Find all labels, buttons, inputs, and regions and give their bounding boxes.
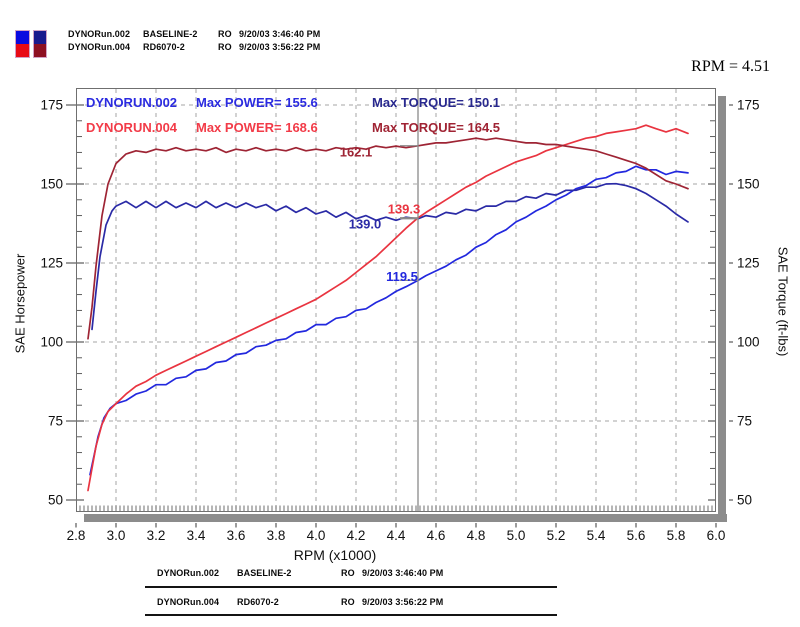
power-002-color	[16, 31, 29, 44]
x-tick-label: 5.6	[627, 528, 646, 543]
x-tick-label: 3.8	[267, 528, 286, 543]
cursor-value-power_002: 119.5	[386, 269, 418, 284]
x-tick-label: 4.2	[347, 528, 366, 543]
torque-002-color	[34, 31, 46, 44]
header-run1-ro: RO	[218, 29, 232, 39]
curve-power_002	[89, 165, 689, 476]
y-tick-label-right: 75	[737, 414, 752, 429]
cursor-value-power_004: 139.3	[388, 202, 421, 217]
header-run2-datetime: 9/20/03 3:56:22 PM	[239, 42, 321, 52]
x-tick-label: 5.8	[667, 528, 686, 543]
plot-legend-run2: DYNORUN.004 Max POWER= 168.6 Max TORQUE=…	[0, 120, 800, 136]
run2-name: DYNORUN.004	[86, 120, 178, 135]
footer-run2-config: RD6070-2	[237, 597, 279, 607]
torque-004-color	[34, 44, 46, 57]
plot-shadow-bottom	[84, 514, 727, 522]
power-004-color	[16, 44, 29, 57]
y-tick-label-right: 50	[737, 493, 752, 508]
y-tick-label-right: 150	[737, 177, 760, 192]
y-tick-label-left: 150	[40, 177, 63, 192]
curve-power_004	[87, 124, 689, 492]
footer-divider-2	[145, 614, 557, 616]
y-tick-label-left: 100	[40, 335, 63, 350]
y-tick-label-right: 175	[737, 98, 760, 113]
header-run1-file: DYNORun.002	[68, 29, 131, 39]
curve-torque_004	[87, 137, 689, 340]
y-tick-label-right: 100	[737, 335, 760, 350]
x-tick-label: 6.0	[707, 528, 726, 543]
x-tick-label: 3.0	[107, 528, 126, 543]
header-run1-datetime: 9/20/03 3:46:40 PM	[239, 29, 321, 39]
x-tick-label: 5.4	[587, 528, 606, 543]
x-tick-label: 4.4	[387, 528, 406, 543]
run2-max-torque: Max TORQUE= 164.5	[372, 120, 501, 135]
header-run2-file: DYNORun.004	[68, 42, 131, 52]
run1-max-torque: Max TORQUE= 150.1	[372, 95, 501, 110]
y-tick-label-right: 125	[737, 256, 760, 271]
run1-name: DYNORUN.002	[86, 95, 178, 110]
header-run1-config: BASELINE-2	[143, 29, 198, 39]
cursor-rpm-readout: RPM = 4.51	[691, 58, 770, 75]
footer-run1-file: DYNORun.002	[157, 568, 220, 578]
y-tick-label-left: 125	[40, 256, 63, 271]
x-tick-label: 4.0	[307, 528, 326, 543]
footer-run1-config: BASELINE-2	[237, 568, 292, 578]
x-tick-label: 2.8	[67, 528, 86, 543]
x-tick-label: 5.2	[547, 528, 566, 543]
x-axis-title: RPM (x1000)	[293, 547, 377, 563]
plot-border	[76, 88, 716, 512]
plot-legend-run1: DYNORUN.002 Max POWER= 155.6 Max TORQUE=…	[0, 95, 800, 111]
run1-max-power: Max POWER= 155.6	[196, 95, 318, 110]
y-tick-label-left: 50	[48, 493, 63, 508]
power-color-swatch	[15, 30, 30, 58]
footer-run2-file: DYNORun.004	[157, 597, 220, 607]
footer-run1-datetime: 9/20/03 3:46:40 PM	[362, 568, 444, 578]
curve-torque_002	[91, 182, 689, 331]
x-tick-label: 3.6	[227, 528, 246, 543]
header-run2-config: RD6070-2	[143, 42, 185, 52]
x-tick-label: 3.4	[187, 528, 206, 543]
x-tick-label: 4.8	[467, 528, 486, 543]
plot-shadow-right	[718, 96, 726, 522]
cursor-value-torque_004: 162.1	[340, 144, 373, 159]
torque-color-swatch	[33, 30, 47, 58]
y-axis-title-right: SAE Torque (ft-lbs)	[775, 246, 791, 357]
x-tick-label: 3.2	[147, 528, 166, 543]
x-tick-label: 5.0	[507, 528, 526, 543]
footer-run2-ro: RO	[341, 597, 355, 607]
y-tick-label-left: 75	[48, 414, 63, 429]
run2-max-power: Max POWER= 168.6	[196, 120, 318, 135]
y-axis-title-left: SAE Horsepower	[12, 253, 28, 354]
y-tick-label-left: 175	[40, 98, 63, 113]
x-tick-label: 4.6	[427, 528, 446, 543]
footer-run1-ro: RO	[341, 568, 355, 578]
header-run2-ro: RO	[218, 42, 232, 52]
footer-run2-datetime: 9/20/03 3:56:22 PM	[362, 597, 444, 607]
cursor-value-torque_002: 139.0	[349, 216, 382, 231]
footer-divider-1	[145, 586, 557, 588]
